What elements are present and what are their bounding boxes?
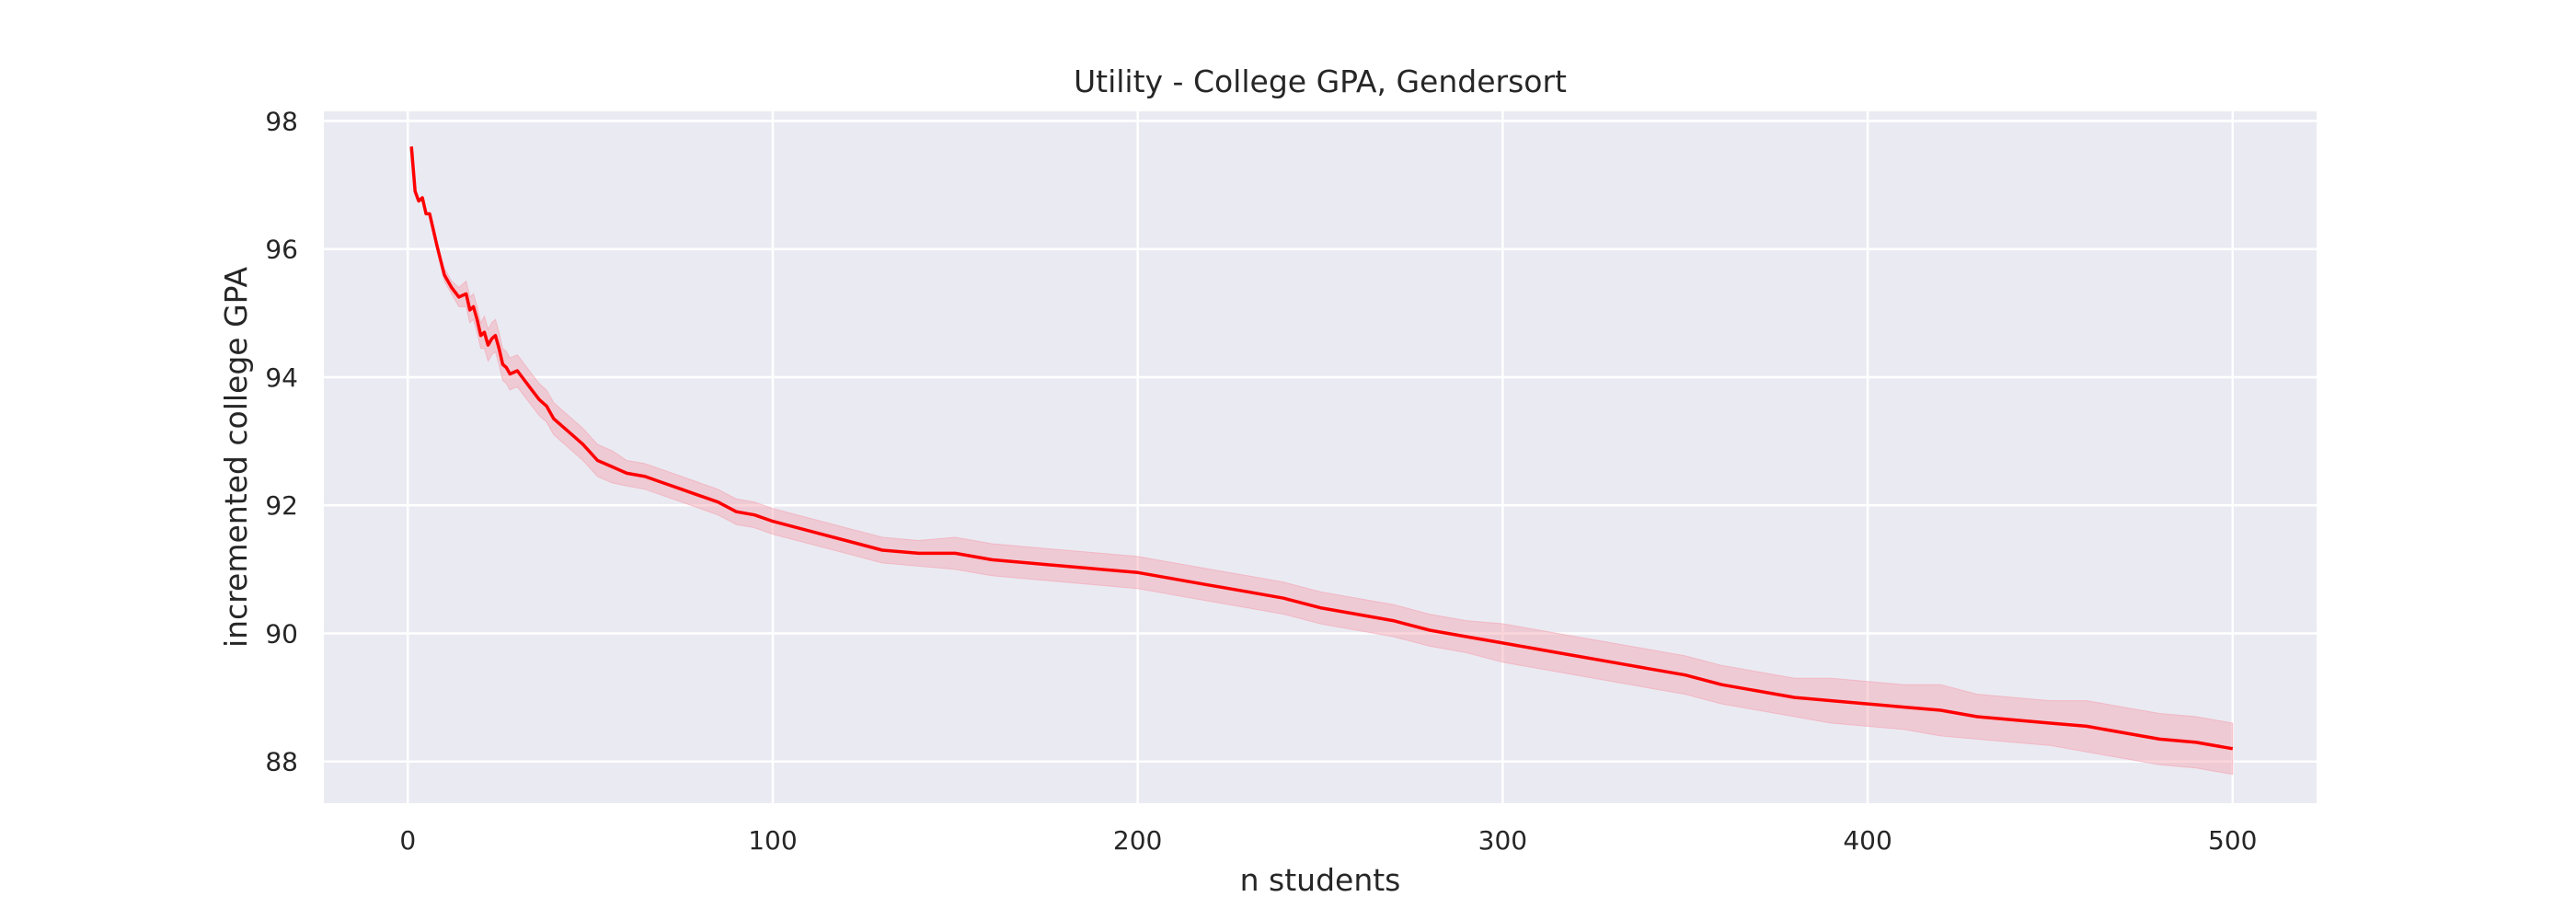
confidence-band xyxy=(410,146,2234,776)
x-axis-label: n students xyxy=(1240,862,1401,898)
y-tick-label: 88 xyxy=(265,747,298,777)
x-tick-label: 300 xyxy=(1478,825,1527,856)
y-tick-label: 94 xyxy=(265,362,298,393)
y-tick-label: 98 xyxy=(265,106,298,136)
grid-lines xyxy=(324,111,2317,803)
series-line xyxy=(409,146,2234,751)
x-tick-label: 500 xyxy=(2208,825,2257,856)
y-tick-label: 90 xyxy=(265,618,298,649)
y-axis-label: incremented college GPA xyxy=(218,267,254,648)
x-tick-label: 400 xyxy=(1843,825,1892,856)
y-tick-labels: 88 90 92 94 96 98 xyxy=(265,106,298,776)
x-tick-label: 200 xyxy=(1113,825,1162,856)
chart-title: Utility - College GPA, Gendersort xyxy=(1074,63,1567,99)
x-tick-labels: 0 100 200 300 400 500 xyxy=(399,825,2257,856)
y-tick-label: 92 xyxy=(265,490,298,521)
x-tick-label: 0 xyxy=(399,825,416,856)
y-tick-label: 96 xyxy=(265,235,298,265)
plot-area xyxy=(324,111,2317,803)
x-tick-label: 100 xyxy=(748,825,797,856)
